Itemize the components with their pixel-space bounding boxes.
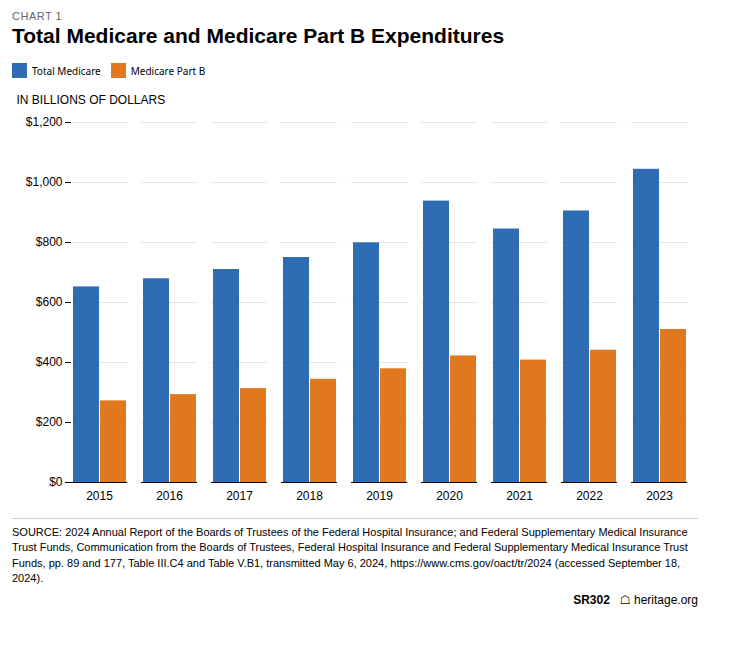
html-text:Medicare Part B: Medicare Part B	[130, 63, 206, 78]
svg-text:$1,200: $1,200	[26, 115, 63, 129]
svg-text:2022: 2022	[576, 489, 603, 503]
svg-text:$400: $400	[36, 355, 63, 369]
svg-text:2017: 2017	[226, 489, 253, 503]
html-text:SR302: SR302	[573, 592, 610, 607]
svg-text:IN BILLIONS OF DOLLARS: IN BILLIONS OF DOLLARS	[17, 93, 166, 107]
svg-text:$1,000: $1,000	[26, 175, 63, 189]
html-text:CHART 1: CHART 1	[12, 10, 63, 22]
svg-text:2019: 2019	[366, 489, 393, 503]
svg-text:$0: $0	[49, 475, 63, 489]
html-text:Total Medicare and Medicare Pa: Total Medicare and Medicare Part B Expen…	[12, 24, 505, 47]
svg-text:$800: $800	[36, 235, 63, 249]
svg-text:2015: 2015	[86, 489, 113, 503]
svg-text:$600: $600	[36, 295, 63, 309]
html-text:SOURCE: 2024 Annual Report of: SOURCE: 2024 Annual Report of the Boards…	[12, 526, 688, 585]
html-text:Total Medicare: Total Medicare	[32, 63, 101, 78]
svg-text:2018: 2018	[296, 489, 323, 503]
svg-text:$200: $200	[36, 415, 63, 429]
svg-text:2023: 2023	[646, 489, 673, 503]
html-text:☖ heritage.org: ☖ heritage.org	[619, 592, 698, 607]
svg-text:2016: 2016	[156, 489, 183, 503]
svg-text:2020: 2020	[436, 489, 463, 503]
svg-text:2021: 2021	[506, 489, 533, 503]
